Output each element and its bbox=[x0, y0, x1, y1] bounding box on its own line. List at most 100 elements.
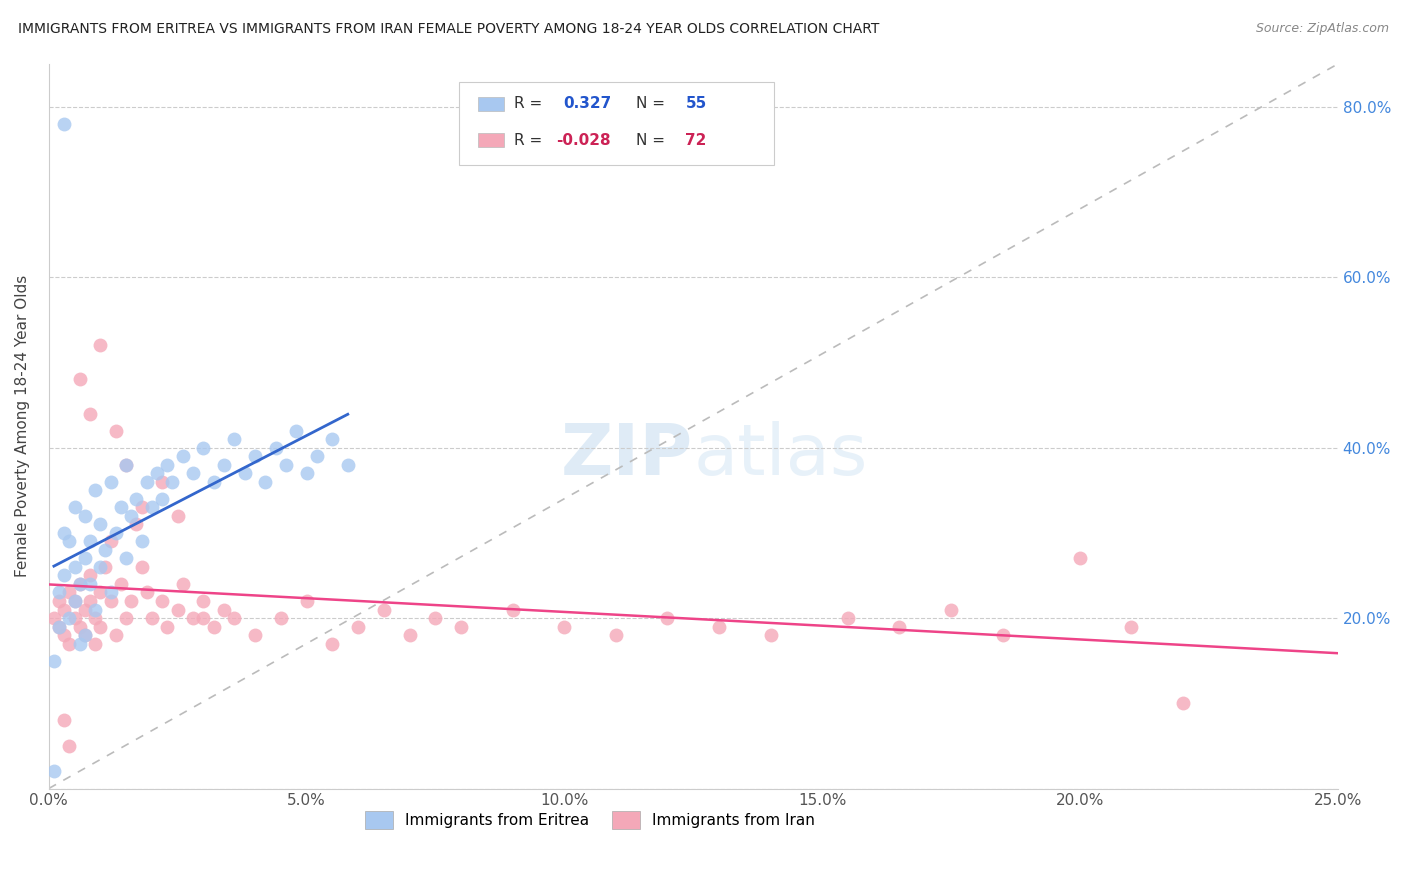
Point bbox=[58, 739, 80, 753]
Point bbox=[172, 449, 194, 463]
FancyBboxPatch shape bbox=[478, 133, 503, 147]
Point bbox=[94, 542, 117, 557]
Point bbox=[264, 441, 287, 455]
Point bbox=[120, 594, 142, 608]
Point bbox=[398, 628, 420, 642]
Point bbox=[100, 594, 122, 608]
Point bbox=[243, 449, 266, 463]
Point bbox=[110, 577, 132, 591]
Point bbox=[73, 628, 96, 642]
Point bbox=[63, 500, 86, 515]
Point bbox=[73, 628, 96, 642]
Point bbox=[224, 432, 246, 446]
Point bbox=[193, 594, 215, 608]
Point bbox=[193, 441, 215, 455]
Point bbox=[553, 619, 575, 633]
Point bbox=[243, 628, 266, 642]
Point bbox=[89, 517, 111, 532]
Point bbox=[707, 619, 730, 633]
Point bbox=[104, 628, 127, 642]
Point bbox=[79, 534, 101, 549]
Point bbox=[1069, 551, 1091, 566]
Point bbox=[373, 602, 395, 616]
Point bbox=[156, 458, 179, 472]
Point bbox=[193, 611, 215, 625]
Point bbox=[104, 424, 127, 438]
Point bbox=[53, 714, 76, 728]
Point bbox=[79, 407, 101, 421]
Point bbox=[58, 611, 80, 625]
Point bbox=[42, 654, 65, 668]
Point bbox=[150, 491, 173, 506]
Point bbox=[146, 466, 169, 480]
Point bbox=[84, 602, 107, 616]
Text: 0.327: 0.327 bbox=[562, 96, 612, 112]
Point bbox=[295, 466, 318, 480]
Point bbox=[202, 475, 225, 489]
Point bbox=[181, 466, 204, 480]
Point bbox=[89, 560, 111, 574]
Point bbox=[115, 551, 138, 566]
Point bbox=[63, 611, 86, 625]
Point bbox=[889, 619, 911, 633]
Point bbox=[156, 619, 179, 633]
Point bbox=[502, 602, 524, 616]
Point bbox=[48, 585, 70, 599]
Text: R =: R = bbox=[515, 133, 543, 148]
Point bbox=[939, 602, 962, 616]
Point bbox=[73, 551, 96, 566]
FancyBboxPatch shape bbox=[458, 82, 775, 166]
Point bbox=[89, 619, 111, 633]
Point bbox=[181, 611, 204, 625]
Point bbox=[347, 619, 370, 633]
Point bbox=[69, 637, 91, 651]
Point bbox=[58, 534, 80, 549]
Point bbox=[58, 637, 80, 651]
FancyBboxPatch shape bbox=[478, 96, 503, 112]
Point bbox=[224, 611, 246, 625]
Point bbox=[657, 611, 679, 625]
Point bbox=[100, 534, 122, 549]
Point bbox=[837, 611, 859, 625]
Point bbox=[125, 491, 148, 506]
Point bbox=[53, 568, 76, 582]
Text: R =: R = bbox=[515, 96, 543, 112]
Point bbox=[69, 577, 91, 591]
Point bbox=[100, 585, 122, 599]
Point bbox=[79, 568, 101, 582]
Point bbox=[285, 424, 308, 438]
Point bbox=[131, 534, 153, 549]
Point bbox=[450, 619, 472, 633]
Point bbox=[58, 585, 80, 599]
Point bbox=[295, 594, 318, 608]
Point bbox=[73, 602, 96, 616]
Point bbox=[141, 500, 163, 515]
Point bbox=[321, 432, 343, 446]
Point bbox=[104, 525, 127, 540]
Point bbox=[42, 764, 65, 779]
Text: -0.028: -0.028 bbox=[557, 133, 612, 148]
Point bbox=[270, 611, 292, 625]
Point bbox=[115, 611, 138, 625]
Point bbox=[233, 466, 256, 480]
Point bbox=[131, 560, 153, 574]
Point bbox=[94, 560, 117, 574]
Point bbox=[305, 449, 328, 463]
Point bbox=[73, 508, 96, 523]
Point bbox=[42, 611, 65, 625]
Point bbox=[425, 611, 447, 625]
Text: ZIP: ZIP bbox=[561, 421, 693, 490]
Point bbox=[125, 517, 148, 532]
Point bbox=[84, 611, 107, 625]
Point bbox=[605, 628, 627, 642]
Point bbox=[166, 602, 188, 616]
Point bbox=[172, 577, 194, 591]
Point bbox=[89, 338, 111, 352]
Point bbox=[84, 637, 107, 651]
Point bbox=[63, 560, 86, 574]
Point bbox=[69, 619, 91, 633]
Point bbox=[69, 577, 91, 591]
Point bbox=[53, 117, 76, 131]
Point bbox=[212, 602, 235, 616]
Point bbox=[141, 611, 163, 625]
